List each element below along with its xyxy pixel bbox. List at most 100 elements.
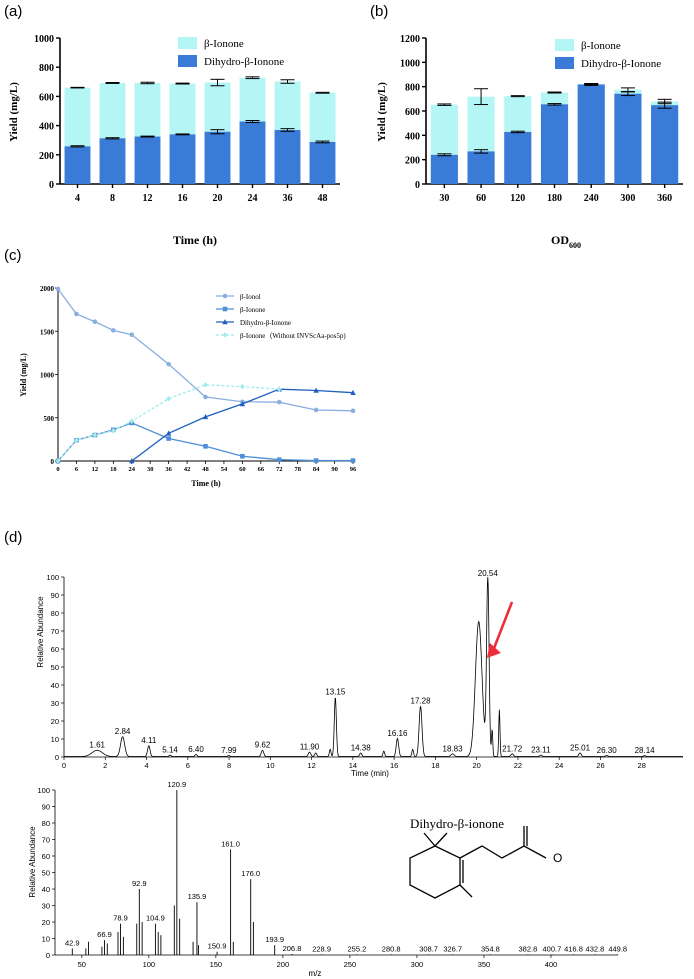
chart-c-series-0-point <box>166 361 171 367</box>
chart-c-legend-label: β-Ionone <box>240 306 265 314</box>
chart-c-x-tick-label: 18 <box>110 466 117 473</box>
chart-c-series-1-point <box>350 458 356 463</box>
chart-d2-y-tick-label: 80 <box>42 819 50 828</box>
panel-label-a: (a) <box>4 3 22 20</box>
chart-d2-x-tick-label: 300 <box>411 960 424 969</box>
chart-d1-x-tick-label: 14 <box>349 761 357 770</box>
chart-d2-y-tick-label: 10 <box>42 935 50 944</box>
chart-d1-x-tick-label: 24 <box>555 761 563 770</box>
chart-a-legend-label: β-Ionone <box>204 38 244 50</box>
chart-c-xlabel: Time (h) <box>191 479 221 488</box>
chart-a-x-tick-label: 20 <box>213 193 223 204</box>
chart-c-y-tick-label: 2000 <box>40 285 55 293</box>
chart-c-series-1-line <box>57 422 353 462</box>
chart-d2-x-tick-label: 50 <box>78 960 86 969</box>
chart-b-bar-top <box>504 96 532 132</box>
chart-c-series-0-point <box>313 407 319 413</box>
chart-d2-peak-label: 449.8 <box>608 944 627 953</box>
chart-b-y-tick-label: 0 <box>415 180 420 191</box>
chart-d1-y-tick-label: 50 <box>51 663 59 672</box>
chart-c-series-3-point <box>129 418 135 425</box>
chart-c-series-0-point <box>203 394 208 400</box>
chart-d1-peak-label: 7.99 <box>221 746 237 755</box>
chart-c-y-tick-label: 1500 <box>40 328 55 336</box>
chart-d2-peak-label: 280.8 <box>382 944 401 953</box>
chart-d1-peak-label: 16.16 <box>387 729 408 738</box>
chart-d1-x-tick-label: 4 <box>144 761 148 770</box>
chart-a-y-tick-label: 0 <box>49 180 54 191</box>
chart-d2-y-tick-label: 90 <box>42 803 50 812</box>
chart-b-legend-swatch <box>555 39 574 51</box>
chart-c-ylabel: Yield (mg/L) <box>19 353 28 397</box>
chart-c-series-2-point <box>202 413 209 420</box>
chart-a-y-tick-label: 600 <box>39 92 54 103</box>
chart-b-bar-bottom <box>577 84 605 184</box>
carbonyl-oxygen-label: O <box>553 851 562 865</box>
chart-d1-peak-label: 17.28 <box>411 697 432 706</box>
chart-a-bar-top <box>169 83 196 135</box>
chart-d2-x-tick-label: 250 <box>344 960 357 969</box>
chart-d1-peak-label: 11.90 <box>300 743 320 752</box>
chart-c-series-0-point <box>129 332 135 338</box>
chart-d1-peak-label: 26.30 <box>597 746 618 755</box>
chart-d1-x-tick-label: 20 <box>472 761 480 770</box>
chart-b-xlabel-sub: 600 <box>569 241 581 250</box>
chart-d2-peak-label: 400.7 <box>543 944 562 953</box>
chart-c-series-3-point <box>111 427 116 434</box>
chart-d2-peak-label: 228.9 <box>312 944 331 953</box>
chart-a-bar-top <box>309 92 336 142</box>
chart-d2-y-tick-label: 100 <box>37 786 50 795</box>
chart-d1-x-tick-label: 28 <box>638 761 646 770</box>
chart-a-x-tick-label: 36 <box>283 193 293 204</box>
chart-c-series-3-point <box>92 432 98 438</box>
chart-d1-peak-label: 20.54 <box>478 569 499 578</box>
chart-a-bar-bottom <box>204 131 231 184</box>
chart-b-bar-bottom <box>651 105 679 184</box>
chart-b-y-tick-label: 200 <box>405 156 420 167</box>
chart-d2-y-tick-label: 30 <box>42 902 50 911</box>
chart-d2-ylabel: Relative Abundance <box>28 826 37 898</box>
chart-b-xlabel: OD600 <box>551 233 581 250</box>
chart-c-x-tick-label: 78 <box>294 466 301 473</box>
chart-d2-x-tick-label: 100 <box>143 960 156 969</box>
chart-b-x-tick-label: 180 <box>547 193 562 204</box>
chart-d2-x-tick-label: 200 <box>277 960 290 969</box>
chart-a-bar-top <box>64 87 91 147</box>
chart-c-x-tick-label: 96 <box>350 466 357 473</box>
chart-c-series-3-point <box>276 386 282 393</box>
chart-b-xlabel-main: OD <box>551 233 569 247</box>
chart-d2-peak-label: 255.2 <box>347 944 366 953</box>
chart-b-legend-label: Dihydro-β-Ionone <box>581 58 661 70</box>
chart-d1-x-tick-label: 12 <box>307 761 315 770</box>
chart-d2-peak-label: 354.8 <box>481 944 500 953</box>
chart-b-y-tick-label: 1200 <box>400 34 420 45</box>
chart-b-y-tick-label: 1000 <box>400 58 420 69</box>
chart-d1-y-tick-label: 30 <box>51 699 59 708</box>
chart-d2-peak-label: 206.8 <box>283 944 302 953</box>
chart-d1-peak-label: 9.62 <box>255 741 271 750</box>
chart-c-x-tick-label: 42 <box>184 466 191 473</box>
chart-c-x-tick-label: 24 <box>129 466 136 473</box>
chart-a-x-tick-label: 48 <box>318 193 328 204</box>
chart-d1-y-tick-label: 80 <box>51 609 59 618</box>
chart-c-legend-marker <box>222 332 228 338</box>
chart-d2-y-tick-label: 20 <box>42 918 50 927</box>
chart-a-x-tick-label: 16 <box>178 193 188 204</box>
chart-c-x-tick-label: 72 <box>276 466 283 473</box>
chart-b-bar-bottom <box>540 104 569 184</box>
chart-d2-peak-label: 120.9 <box>167 780 186 789</box>
red-arrow-shaft <box>491 601 514 652</box>
chart-c-series-2-point <box>239 401 246 407</box>
chart-c-y-tick-label: 0 <box>51 458 55 466</box>
chart-b-bar-bottom <box>467 151 495 184</box>
chart-a-y-tick-label: 200 <box>39 151 54 162</box>
chart-a-bar-top <box>204 82 231 132</box>
chart-d2-peak-label: 176.0 <box>241 869 260 878</box>
chart-d2-peak-label: 382.8 <box>519 944 538 953</box>
chart-d2-peak-label: 92.9 <box>132 879 147 888</box>
chart-d2-peak-label: 150.9 <box>208 942 227 951</box>
chart-d2-peak-label: 326.7 <box>443 944 462 953</box>
chart-a-bar-bottom <box>274 129 301 184</box>
chart-a-bar-top <box>134 82 161 137</box>
